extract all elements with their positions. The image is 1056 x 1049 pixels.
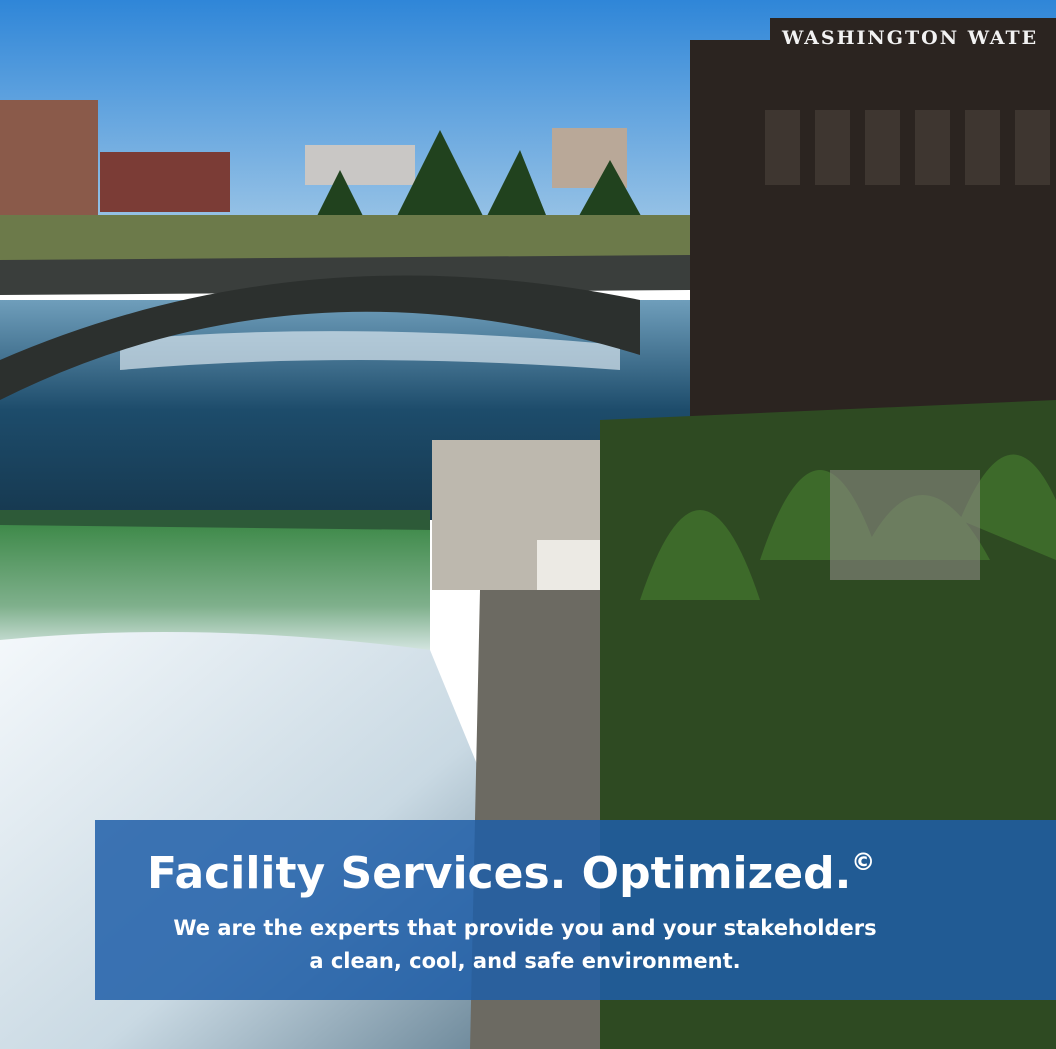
sign-text: WASHINGTON WATE bbox=[781, 27, 1038, 49]
banner-title: Facility Services. Optimized.© bbox=[147, 848, 875, 899]
subtitle-line: We are the experts that provide you and … bbox=[173, 916, 876, 940]
copyright-mark: © bbox=[851, 848, 875, 876]
poster: WASHINGTON WATE Facility Services. Optim… bbox=[0, 0, 1056, 1049]
page: WASHINGTON WATE Facility Services. Optim… bbox=[0, 0, 1056, 1049]
title-text: Facility Services. Optimized. bbox=[147, 848, 851, 899]
subtitle-line: a clean, cool, and safe environment. bbox=[309, 949, 740, 973]
banner bbox=[95, 820, 1056, 1000]
